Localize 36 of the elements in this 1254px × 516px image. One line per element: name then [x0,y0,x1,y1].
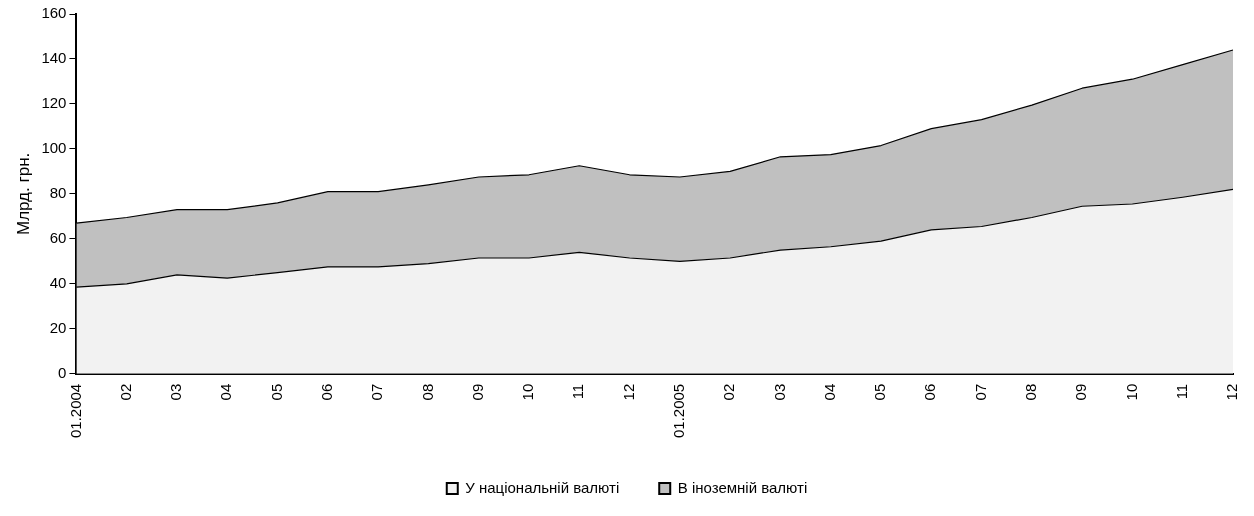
x-tick-label: 09 [1072,383,1090,401]
x-tick-label: 12 [619,383,637,401]
y-tick-label: 100 [41,139,67,157]
y-tick-label: 80 [49,184,67,202]
x-tick-label: 11 [1172,383,1190,400]
x-tick-label: 10 [1122,383,1140,401]
y-tick-label: 120 [41,94,67,112]
x-tick-label: 08 [1022,383,1039,401]
x-tick-label: 10 [519,383,537,401]
y-tick-label: 60 [49,229,67,246]
x-tick-label: 04 [217,383,235,401]
x-tick-label: 06 [318,383,335,401]
y-axis-title: Млрд. грн. [13,152,33,236]
x-tick-label: 02 [116,383,134,401]
x-tick-label: 03 [167,383,185,401]
x-tick-label: 07 [971,383,989,401]
x-tick-label: 04 [820,383,838,401]
legend-label: У національній валюті [465,478,620,496]
x-tick-label: 03 [770,383,788,401]
x-tick-label: 05 [267,383,285,401]
x-tick-label: 01.2005 [670,383,687,439]
y-tick-label: 0 [58,363,67,381]
x-tick-label: 12 [1223,383,1241,401]
x-tick-label: 01.2004 [66,383,84,439]
x-tick-label: 11 [569,383,587,400]
x-tick-label: 05 [871,383,889,401]
x-tick-label: 08 [418,383,436,401]
x-tick-label: 06 [921,383,939,401]
x-tick-label: 09 [468,383,486,401]
legend-label: В іноземній валюті [677,478,808,496]
y-tick-label: 140 [41,49,67,67]
y-tick-label: 20 [49,318,67,336]
y-tick-label: 40 [49,273,67,291]
x-tick-label: 07 [368,383,386,401]
x-tick-label: 02 [720,383,738,401]
y-tick-label: 160 [41,4,67,22]
